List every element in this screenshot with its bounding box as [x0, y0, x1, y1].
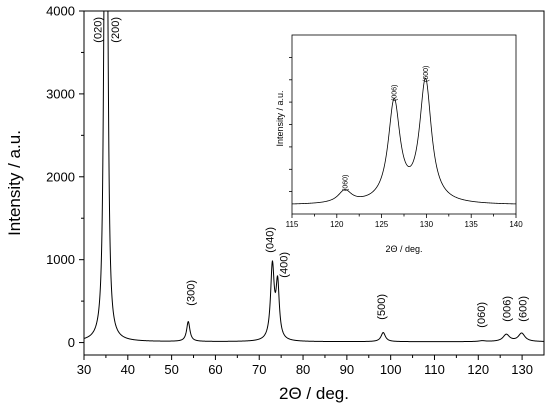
inset-x-tick-label: 135: [465, 220, 479, 229]
inset-x-ticks: 115 120 125 130 135 140: [286, 214, 523, 229]
main-x-tick-label: 90: [340, 362, 354, 377]
main-y-axis-label: Intensity / a.u.: [5, 130, 24, 236]
inset-x-axis-label: 2Θ / deg.: [385, 244, 422, 254]
main-x-tick-label: 70: [252, 362, 266, 377]
main-x-tick-label: 80: [296, 362, 310, 377]
main-x-tick-label: 50: [164, 362, 178, 377]
main-peak-label: (060): [476, 302, 488, 328]
inset-x-tick-label: 120: [330, 220, 344, 229]
main-x-axis-label: 2Θ / deg.: [279, 384, 349, 403]
main-x-tick-label: 100: [380, 362, 402, 377]
inset-peak-label: (060): [342, 175, 349, 191]
main-x-tick-label: 110: [424, 362, 445, 377]
inset-y-axis-label: Intensity / a.u.: [275, 90, 285, 146]
main-curve-layer: [84, 11, 544, 343]
inset-peak-label: (006): [392, 85, 399, 101]
main-x-tick-label: 30: [77, 362, 91, 377]
main-peak-label: (200): [110, 17, 122, 43]
inset-background: [290, 33, 518, 216]
main-y-tick-label: 2000: [46, 169, 75, 184]
inset-plot: 115 120 125 130 135 140 (060) (006) (600) 2Θ / …: [275, 33, 523, 254]
main-plot-frame: [83, 10, 545, 356]
main-x-tick-label: 130: [511, 362, 533, 377]
main-peak-label: (500): [376, 294, 388, 320]
inset-curve-layer: [292, 77, 517, 205]
inset-series-line: [292, 77, 517, 205]
main-peak-label: (300): [185, 280, 197, 306]
main-peak-label: (400): [279, 252, 291, 278]
main-x-tick-label: 40: [121, 362, 135, 377]
inset-y-ticks: [289, 57, 292, 193]
main-peak-labels: (020) (200) (300) (040)(400) (500) (060) (006)…: [93, 17, 530, 328]
main-x-tick-label: 60: [208, 362, 222, 377]
main-peak-label: (020): [93, 17, 105, 43]
inset-x-tick-label: 125: [375, 220, 389, 229]
main-y-tick-label: 1000: [46, 252, 75, 267]
main-x-ticks: 30 40 50 60 70 80 90 100 110 120 130: [77, 355, 533, 377]
main-y-tick-label: 4000: [46, 4, 75, 19]
main-series-line: [84, 11, 544, 343]
main-peak-label: (040): [264, 227, 276, 253]
main-y-tick-label: 0: [68, 335, 75, 350]
main-x-tick-label: 120: [467, 362, 489, 377]
inset-peak-label: (600): [423, 66, 430, 82]
main-plot: 30 40 50 60 70 80 90 100 110 120 130 0 1000 2000 3000…: [5, 4, 545, 403]
inset-x-tick-label: 130: [420, 220, 434, 229]
main-y-tick-label: 3000: [46, 86, 75, 101]
main-peak-label: (006): [501, 296, 513, 322]
main-peak-label: (600): [518, 296, 530, 322]
main-y-ticks: 0 1000 2000 3000 4000: [46, 4, 84, 350]
inset-x-tick-label: 140: [509, 220, 523, 229]
inset-x-tick-label: 115: [286, 220, 299, 229]
inset-peak-labels: (060) (006) (600): [342, 66, 430, 191]
